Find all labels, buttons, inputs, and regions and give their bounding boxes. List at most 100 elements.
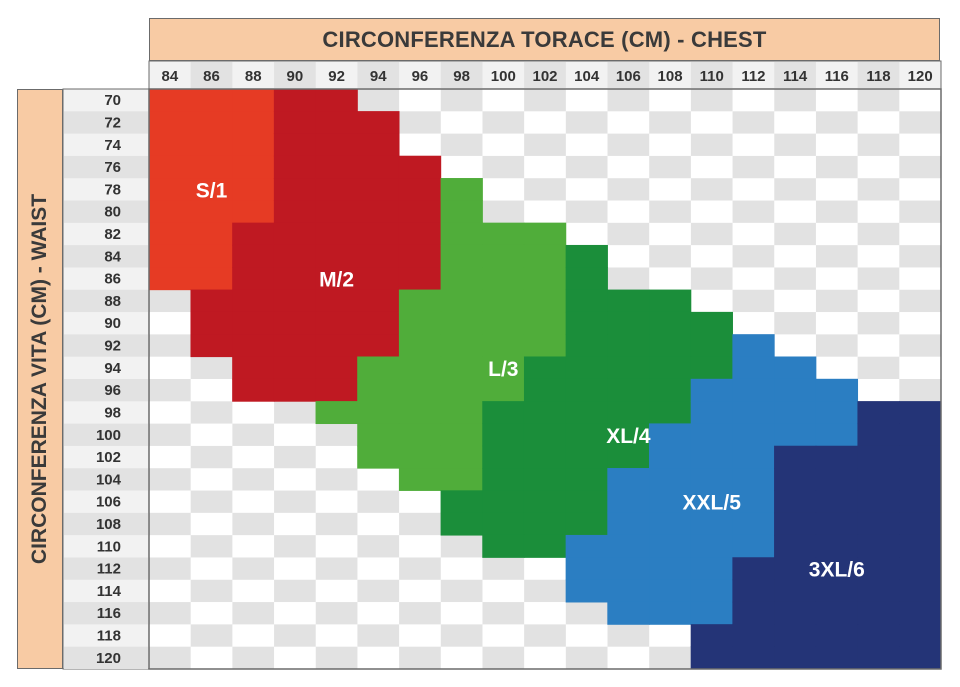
grid-cell bbox=[649, 178, 692, 201]
size-region-m-2-cell bbox=[273, 222, 317, 246]
grid-cell bbox=[149, 512, 191, 536]
size-region-m-2-cell bbox=[232, 244, 275, 268]
size-region-xl-4-cell bbox=[607, 423, 650, 447]
size-region-l-3-cell bbox=[482, 311, 525, 335]
grid-cell bbox=[399, 646, 442, 670]
size-region-xl-4-cell bbox=[565, 311, 608, 335]
grid-cell bbox=[274, 512, 317, 536]
grid-cell bbox=[399, 624, 442, 647]
size-region-xxl-5-cell bbox=[774, 356, 817, 380]
size-region-s-1-cell bbox=[232, 200, 275, 224]
grid-cell bbox=[732, 200, 775, 224]
grid-cell bbox=[690, 245, 733, 268]
chest-tick-label: 120 bbox=[908, 68, 933, 85]
grid-cell bbox=[649, 89, 692, 112]
size-region-xl-4-cell bbox=[565, 401, 608, 425]
grid-cell bbox=[482, 200, 525, 224]
grid-cell bbox=[149, 624, 191, 647]
size-region-m-2-cell bbox=[273, 178, 317, 201]
size-region-m-2-cell bbox=[315, 356, 358, 380]
size-region-3xl-6-cell bbox=[899, 534, 942, 558]
size-region-l-3-cell bbox=[440, 378, 483, 402]
grid-cell bbox=[857, 89, 900, 112]
grid-cell bbox=[899, 379, 942, 402]
grid-cell bbox=[190, 512, 233, 536]
size-region-xxl-5-cell bbox=[732, 356, 775, 380]
chest-tick-label: 106 bbox=[616, 68, 641, 85]
grid-cell bbox=[607, 200, 650, 224]
size-region-s-1-cell bbox=[190, 155, 233, 179]
grid-cell bbox=[815, 155, 858, 179]
grid-cell bbox=[815, 133, 858, 157]
size-region-m-2-cell bbox=[315, 222, 358, 246]
size-region-l-3-cell bbox=[440, 244, 483, 268]
size-region-l-3-cell bbox=[357, 423, 400, 447]
grid-cell bbox=[565, 646, 608, 670]
grid-cell bbox=[399, 579, 442, 603]
size-region-xxl-5-cell bbox=[732, 468, 775, 491]
size-region-3xl-6-cell bbox=[857, 579, 900, 603]
size-region-l-3-cell bbox=[523, 289, 567, 313]
size-region-s-1-cell bbox=[148, 111, 192, 135]
size-region-xl-4-cell bbox=[565, 244, 608, 268]
size-region-xxl-5-cell bbox=[690, 601, 733, 625]
size-region-xxl-5-cell bbox=[815, 378, 859, 402]
size-region-s-1-cell bbox=[232, 155, 275, 179]
grid-cell bbox=[190, 468, 233, 491]
chest-tick-label: 100 bbox=[491, 68, 516, 85]
size-region-xl-4-cell bbox=[690, 311, 733, 335]
grid-cell bbox=[274, 557, 317, 581]
grid-cell bbox=[607, 178, 650, 201]
size-region-xl-4-cell bbox=[649, 401, 692, 425]
grid-cell bbox=[857, 379, 900, 402]
grid-cell bbox=[774, 245, 817, 268]
chest-tick-shade bbox=[607, 62, 650, 88]
size-region-m-2-cell bbox=[315, 244, 358, 268]
grid-cell bbox=[732, 267, 775, 291]
grid-cell bbox=[190, 445, 233, 469]
grid-cell bbox=[149, 401, 191, 424]
size-region-s-1-cell bbox=[148, 178, 192, 201]
size-region-xxl-5-cell bbox=[607, 534, 650, 558]
grid-cell bbox=[649, 111, 692, 134]
size-region-s-1-cell bbox=[148, 267, 192, 291]
grid-cell bbox=[482, 602, 525, 625]
grid-cell bbox=[815, 356, 858, 380]
grid-cell bbox=[357, 468, 400, 491]
grid-cell bbox=[357, 579, 400, 603]
size-region-xxl-5-cell bbox=[649, 512, 692, 536]
grid-cell bbox=[274, 468, 317, 491]
size-region-m-2-cell bbox=[315, 267, 358, 291]
waist-tick-label: 88 bbox=[104, 293, 121, 310]
size-region-m-2-cell bbox=[357, 244, 400, 268]
size-region-xxl-5-cell bbox=[732, 490, 775, 514]
grid-cell bbox=[565, 200, 608, 224]
grid-cell bbox=[274, 490, 317, 514]
grid-cell bbox=[732, 178, 775, 201]
size-region-xxl-5-cell bbox=[690, 378, 733, 402]
grid-cell bbox=[149, 535, 191, 558]
size-region-xl-4-cell bbox=[607, 378, 650, 402]
size-region-xxl-5-cell bbox=[732, 378, 775, 402]
size-region-m-2-cell bbox=[273, 155, 317, 179]
grid-cell bbox=[149, 557, 191, 581]
size-region-l-3-cell bbox=[440, 423, 483, 447]
size-region-3xl-6-cell bbox=[899, 579, 942, 603]
size-region-m-2-cell bbox=[398, 244, 442, 268]
size-region-m-2-cell bbox=[357, 178, 400, 201]
size-region-xl-4-cell bbox=[607, 334, 650, 358]
size-region-xl-4-cell bbox=[690, 356, 733, 380]
grid-cell bbox=[482, 89, 525, 112]
size-region-xxl-5-cell bbox=[690, 557, 733, 581]
size-region-xl-4-cell bbox=[523, 468, 567, 491]
waist-tick-label: 84 bbox=[104, 248, 121, 265]
grid-cell bbox=[607, 245, 650, 268]
size-region-xl-4-cell bbox=[565, 289, 608, 313]
size-region-l-3-cell bbox=[440, 178, 483, 201]
size-region-3xl-6-cell bbox=[690, 624, 733, 648]
size-region-xxl-5-cell bbox=[690, 512, 733, 536]
grid-cell bbox=[899, 133, 942, 157]
size-region-3xl-6-cell bbox=[899, 490, 942, 514]
size-region-xxl-5-cell bbox=[607, 601, 650, 625]
chest-tick-shade bbox=[190, 62, 233, 88]
